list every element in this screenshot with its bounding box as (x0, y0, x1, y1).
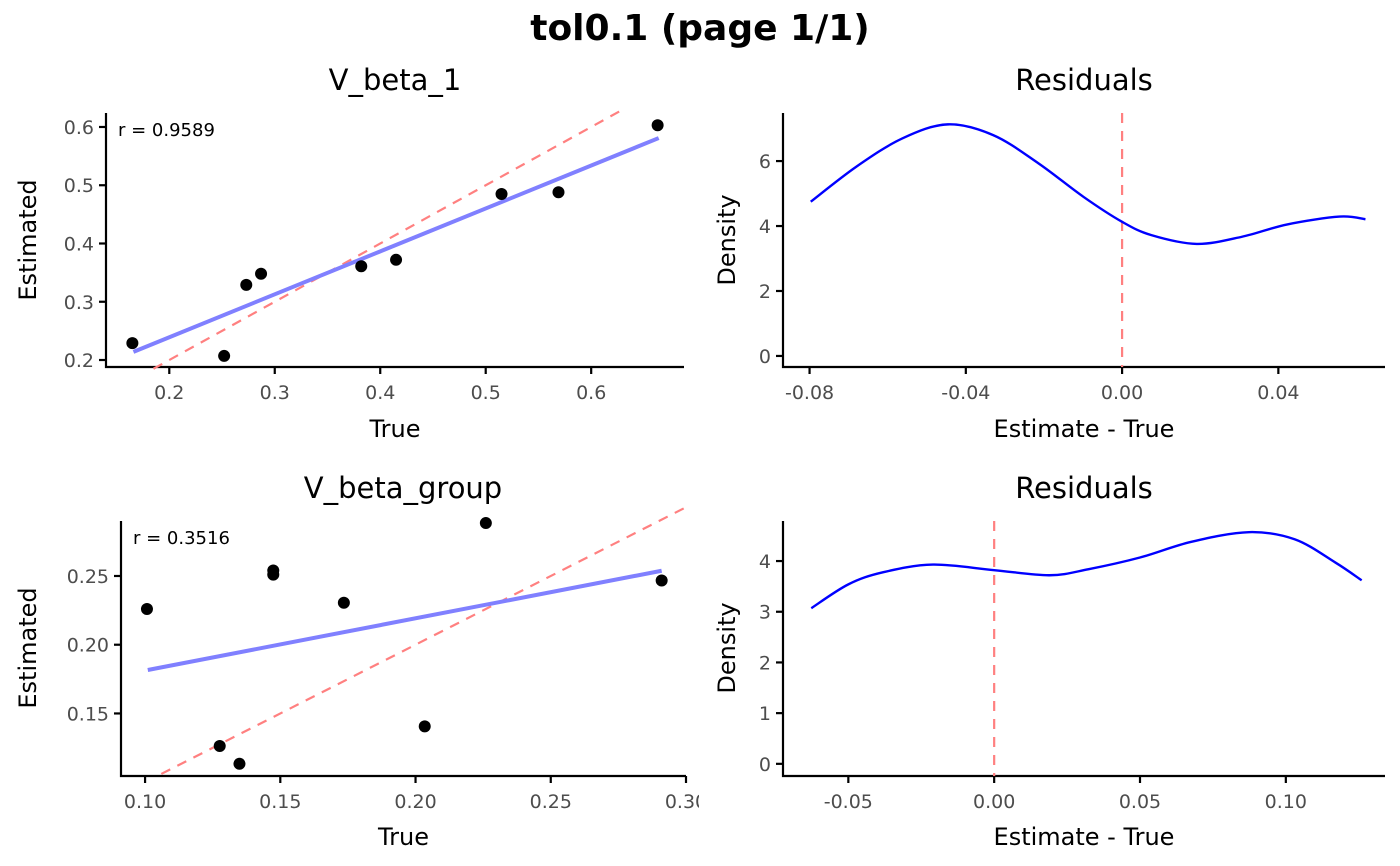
y-tick-label: 0.2 (64, 350, 94, 372)
axis-lines (781, 113, 1385, 369)
x-axis-title: Estimate - True (994, 823, 1175, 851)
data-point (479, 517, 492, 530)
x-tick-label: 0.3 (260, 382, 290, 404)
x-tick-label: 0.04 (1257, 382, 1299, 404)
data-point (552, 186, 565, 199)
data-point (255, 267, 268, 280)
y-tick-label: 0.20 (67, 635, 109, 657)
data-point (140, 602, 153, 615)
identity-line (152, 108, 624, 370)
x-tick-label: 0.10 (124, 791, 166, 813)
x-axis-title: True (377, 823, 429, 851)
data-point (655, 574, 668, 587)
panel-title: V_beta_group (304, 471, 502, 505)
y-axis-title: Estimated (14, 587, 42, 708)
data-point (218, 349, 231, 362)
panel-title: V_beta_1 (329, 63, 462, 97)
data-point (495, 187, 508, 200)
y-tick-label: 4 (759, 551, 771, 573)
x-tick-label: 0.20 (394, 791, 436, 813)
y-tick-label: 2 (759, 281, 771, 303)
panel-1: V_beta_1 0.2 0.3 0.4 0.5 0.6 0.2 0.3 0.4 0.5 0.6 Tr… (14, 63, 684, 443)
x-tick-label: -0.05 (824, 791, 873, 813)
data-point (126, 337, 139, 350)
x-tick-label: 0.25 (530, 791, 572, 813)
panel-title: Residuals (1015, 471, 1153, 505)
density-curve (810, 530, 1363, 610)
y-tick-label: 4 (759, 216, 771, 238)
fit-line (147, 568, 663, 672)
y-tick-label: 0.4 (64, 233, 94, 255)
x-tick-label: 0.00 (973, 791, 1015, 813)
data-point (418, 720, 431, 733)
y-axis-title: Density (713, 602, 741, 693)
x-axis-title: True (369, 415, 421, 443)
data-point (355, 260, 368, 273)
y-tick-label: 0 (759, 346, 771, 368)
x-tick-label: 0.00 (1101, 382, 1143, 404)
data-point (337, 596, 350, 609)
data-point (267, 568, 280, 581)
y-tick-label: 0 (759, 754, 771, 776)
x-tick-label: 0.5 (471, 382, 501, 404)
y-tick-label: 2 (759, 652, 771, 674)
y-tick-label: 0.15 (67, 703, 109, 725)
data-point (390, 253, 403, 266)
y-tick-label: 0.5 (64, 175, 94, 197)
x-tick-labels: 0.10 0.15 0.20 0.25 0.30 (124, 791, 707, 813)
y-axis-title: Density (713, 194, 741, 285)
density-curve (810, 123, 1366, 246)
x-tick-label: 0.6 (576, 382, 606, 404)
data-point (213, 740, 226, 753)
identity-line (160, 506, 687, 775)
figure-title: tol0.1 (page 1/1) (530, 8, 870, 49)
panel-2: Residuals -0.08 -0.04 0.00 0.04 0 2 4 6 Estimate … (713, 63, 1385, 443)
axis-lines (104, 113, 684, 369)
y-tick-label: 3 (759, 602, 771, 624)
x-tick-label: 0.05 (1119, 791, 1161, 813)
x-tick-label: 0.10 (1265, 791, 1307, 813)
correlation-annotation: r = 0.3516 (133, 528, 230, 549)
panel-4: Residuals -0.05 0.00 0.05 0.10 0 1 2 3 4 Estimate … (713, 471, 1385, 851)
panel-title: Residuals (1015, 63, 1153, 97)
x-tick-label: 0.4 (365, 382, 395, 404)
axis-lines (119, 521, 686, 778)
y-tick-label: 0.6 (64, 117, 94, 139)
axis-lines (781, 521, 1385, 778)
data-point (651, 119, 664, 132)
y-tick-label: 1 (759, 703, 771, 725)
x-axis-title: Estimate - True (994, 415, 1175, 443)
y-tick-label: 0.3 (64, 292, 94, 314)
data-point (240, 278, 253, 291)
data-point (233, 757, 246, 770)
x-tick-label: 0.2 (154, 382, 184, 404)
y-tick-label: 6 (759, 151, 771, 173)
x-tick-label: -0.08 (785, 382, 834, 404)
x-tick-label: -0.04 (941, 382, 990, 404)
y-axis-title: Estimated (14, 179, 42, 300)
x-tick-label: 0.15 (259, 791, 301, 813)
y-tick-label: 0.25 (67, 566, 109, 588)
x-tick-label: 0.30 (665, 791, 707, 813)
correlation-annotation: r = 0.9589 (118, 120, 215, 141)
fit-line (132, 136, 660, 354)
panel-3: V_beta_group 0.10 0.15 0.20 0.25 0.30 0.15 0.20… (14, 471, 707, 851)
